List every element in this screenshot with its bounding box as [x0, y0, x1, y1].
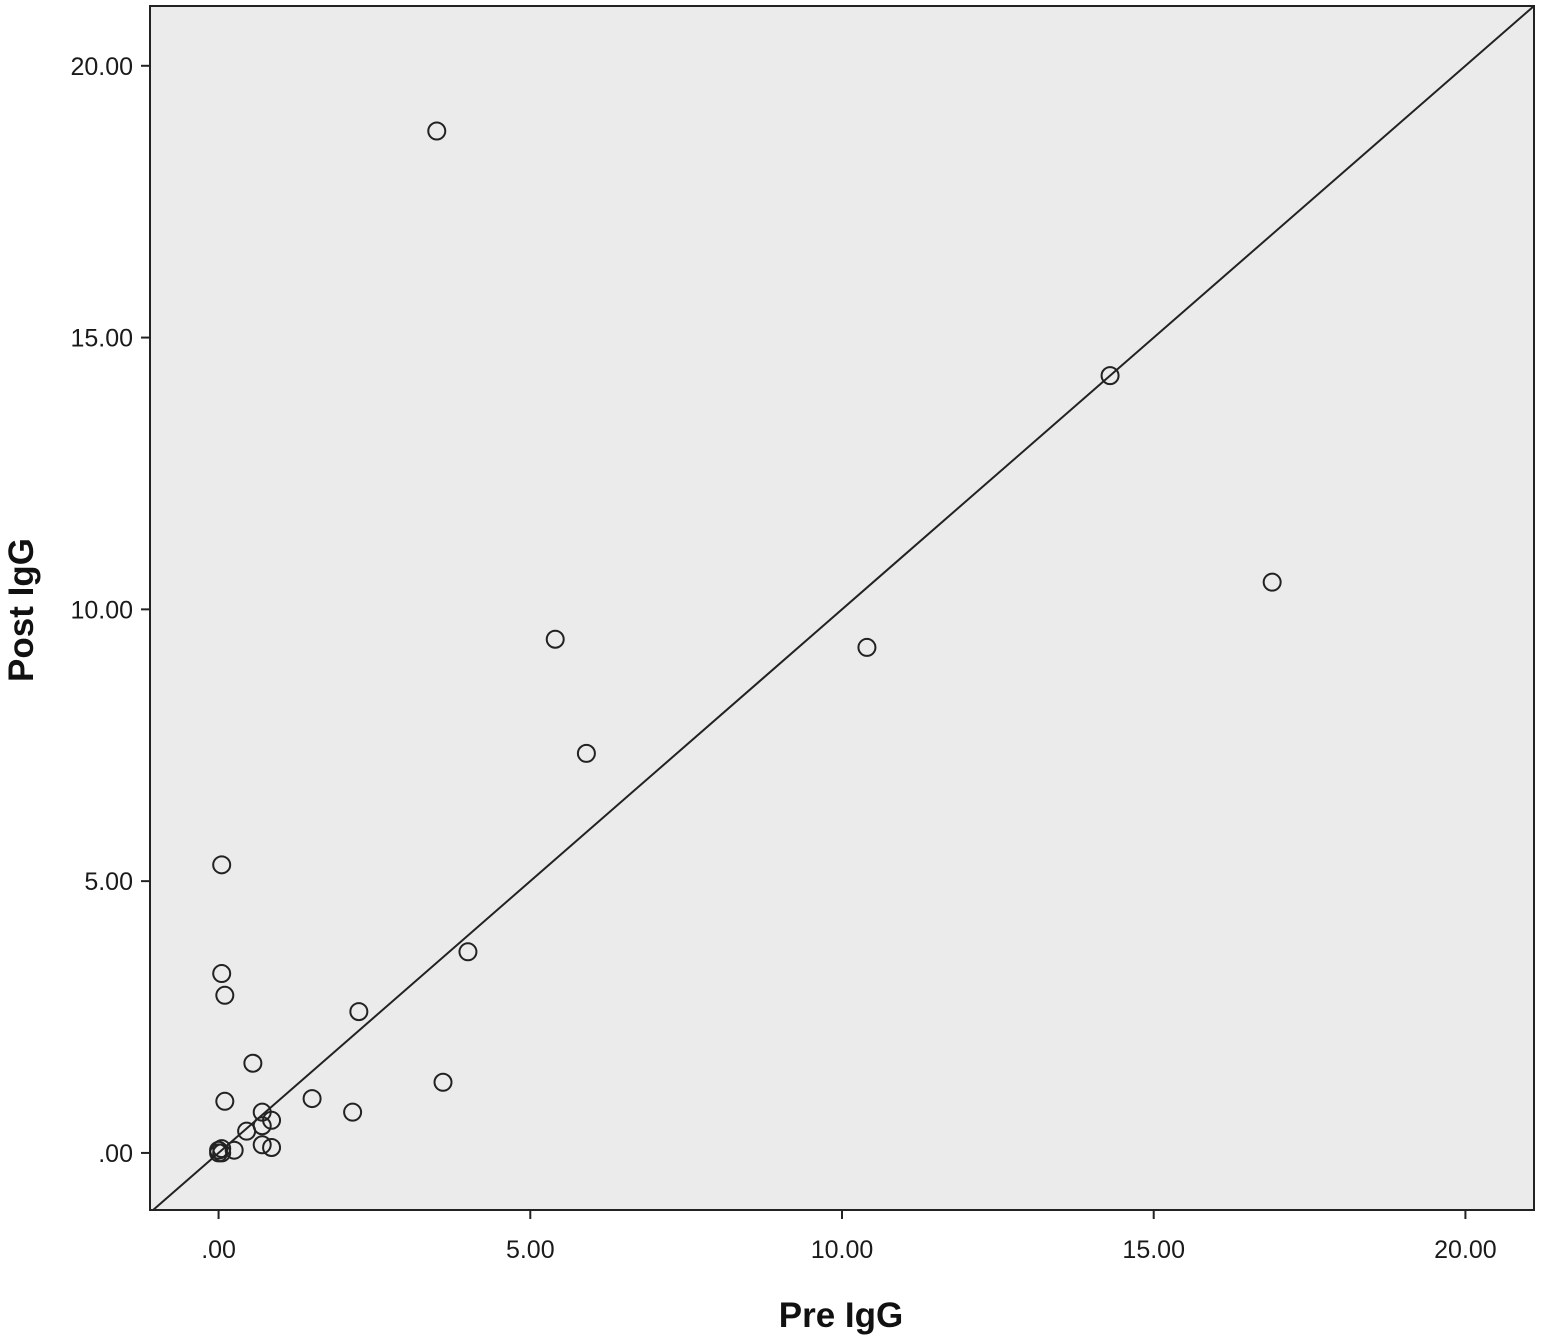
data-point — [857, 637, 877, 657]
data-point — [433, 1072, 453, 1092]
x-tick-label: 20.00 — [1434, 1236, 1497, 1264]
y-tick-label: 20.00 — [70, 53, 133, 81]
data-point — [212, 964, 232, 984]
y-tick-label: 10.00 — [70, 596, 133, 624]
data-point — [458, 942, 478, 962]
data-point — [349, 1002, 369, 1022]
data-point — [302, 1089, 322, 1109]
data-point — [427, 121, 447, 141]
data-point — [215, 985, 235, 1005]
data-point — [1262, 572, 1282, 592]
data-point — [243, 1053, 263, 1073]
data-points — [209, 121, 1282, 1163]
x-axis-title: Pre IgG — [779, 1296, 903, 1335]
identity-reference-line — [152, 5, 1535, 1211]
data-point — [1100, 366, 1120, 386]
y-tick-label: 5.00 — [84, 868, 133, 896]
data-point — [545, 629, 565, 649]
reference-line-group — [152, 5, 1535, 1211]
y-tick-label: 15.00 — [70, 325, 133, 353]
y-axis-title: Post IgG — [2, 538, 41, 682]
data-point — [212, 855, 232, 875]
data-point — [343, 1102, 363, 1122]
data-point — [576, 743, 596, 763]
data-point — [209, 1143, 229, 1163]
x-tick-label: 10.00 — [811, 1236, 874, 1264]
x-axis-ticks: .00 5.00 10.00 15.00 20.00 — [201, 1210, 1497, 1264]
x-tick-label: 15.00 — [1122, 1236, 1185, 1264]
data-point — [215, 1091, 235, 1111]
data-point — [252, 1135, 272, 1155]
data-point — [262, 1137, 282, 1157]
data-point — [262, 1110, 282, 1130]
data-point — [237, 1121, 257, 1141]
y-axis-ticks: .00 5.00 10.00 15.00 20.00 — [70, 53, 150, 1168]
y-tick-label: .00 — [98, 1140, 133, 1168]
x-tick-label: .00 — [201, 1236, 236, 1264]
x-tick-label: 5.00 — [506, 1236, 555, 1264]
